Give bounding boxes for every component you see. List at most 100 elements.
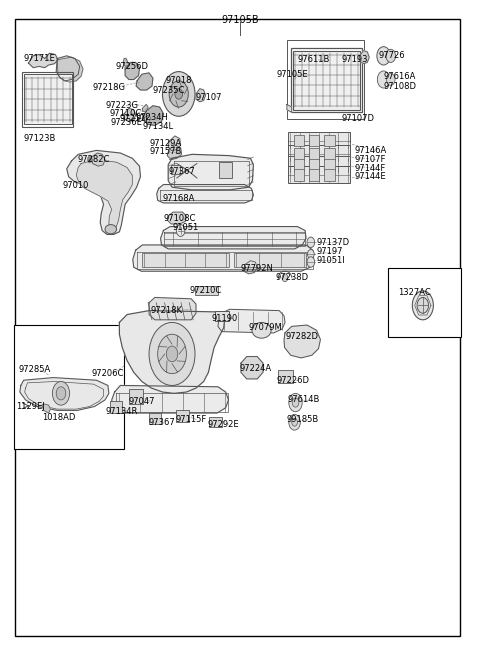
Bar [209,417,222,428]
Bar [288,132,350,149]
Text: 97144E: 97144E [355,172,386,181]
Polygon shape [67,151,141,234]
Polygon shape [168,155,253,190]
Circle shape [176,224,185,236]
Circle shape [307,237,315,247]
Bar [309,135,320,147]
Circle shape [87,157,92,163]
Text: 97171E: 97171E [24,54,55,63]
Bar [288,145,350,163]
Circle shape [149,322,195,386]
Circle shape [308,249,314,259]
Polygon shape [157,184,253,203]
Bar [234,253,306,267]
Text: 97108D: 97108D [384,82,417,91]
Text: 97010: 97010 [63,182,89,190]
Text: 97238D: 97238D [276,273,309,282]
Bar [24,74,72,124]
Text: 97234H: 97234H [136,113,168,122]
Text: 91051I: 91051I [317,255,345,265]
Text: 97611B: 97611B [298,55,330,64]
Text: 97110C: 97110C [110,109,142,118]
Circle shape [289,415,300,430]
Bar [294,135,304,147]
Text: 97224A: 97224A [239,364,271,373]
Polygon shape [124,109,136,122]
Text: 97105B: 97105B [221,15,259,25]
Polygon shape [287,105,292,113]
Polygon shape [28,53,58,68]
Text: 97282C: 97282C [77,155,109,164]
Text: 97614B: 97614B [288,395,320,405]
Polygon shape [360,51,369,64]
Polygon shape [120,311,225,393]
Polygon shape [284,325,321,358]
Polygon shape [241,357,263,379]
Text: 97211J: 97211J [120,114,148,124]
Text: 97282D: 97282D [286,332,319,342]
Circle shape [162,72,195,116]
Polygon shape [143,105,148,113]
Text: 97726: 97726 [379,51,406,61]
Polygon shape [196,89,205,102]
Text: 97292E: 97292E [207,420,239,429]
Circle shape [377,71,390,88]
Text: 97134R: 97134R [106,407,138,416]
Bar [294,148,304,160]
Text: 97218K: 97218K [150,306,182,315]
Text: 97144F: 97144F [355,164,386,172]
Text: 97123B: 97123B [24,134,56,143]
Text: 97157B: 97157B [149,147,181,156]
Bar [324,148,335,160]
Polygon shape [136,73,153,90]
Circle shape [386,74,395,86]
Text: 97235C: 97235C [153,86,185,95]
Text: 97168A: 97168A [162,195,195,203]
Text: 97115F: 97115F [175,415,206,424]
Circle shape [386,49,396,63]
Text: 97616A: 97616A [384,72,416,82]
Text: 97137D: 97137D [317,238,350,247]
Text: 97129A: 97129A [149,139,181,148]
Polygon shape [133,245,314,271]
Text: 97367: 97367 [148,418,175,427]
Polygon shape [125,63,140,80]
Polygon shape [92,153,105,166]
Bar [278,370,293,383]
Circle shape [292,398,299,407]
Bar [215,311,229,321]
Text: 1018AD: 1018AD [42,413,75,422]
Bar [294,169,304,180]
Text: 97210C: 97210C [190,286,222,295]
Polygon shape [167,145,181,160]
Text: 97206C: 97206C [92,369,124,378]
Polygon shape [144,106,163,126]
Circle shape [52,382,70,405]
Text: 97134L: 97134L [143,122,173,131]
Polygon shape [20,378,109,411]
Polygon shape [168,136,180,151]
Text: 97226D: 97226D [276,376,310,385]
Ellipse shape [252,322,271,338]
Polygon shape [167,212,186,224]
Circle shape [169,81,188,107]
Text: 97018: 97018 [166,76,192,86]
Text: 97108C: 97108C [163,215,196,223]
Polygon shape [149,297,196,320]
Polygon shape [244,261,257,274]
Bar [293,51,360,110]
Bar [288,166,350,183]
Polygon shape [42,404,50,413]
Text: 97193: 97193 [341,55,368,64]
Text: 91190: 91190 [211,314,238,323]
Circle shape [307,257,315,267]
Circle shape [292,418,298,426]
Text: 97792N: 97792N [241,264,274,273]
Text: 97079M: 97079M [249,323,282,332]
Polygon shape [144,115,151,123]
Polygon shape [76,160,132,229]
Circle shape [377,47,390,65]
Circle shape [175,89,182,99]
Text: 97223G: 97223G [105,101,138,111]
Circle shape [56,387,66,400]
